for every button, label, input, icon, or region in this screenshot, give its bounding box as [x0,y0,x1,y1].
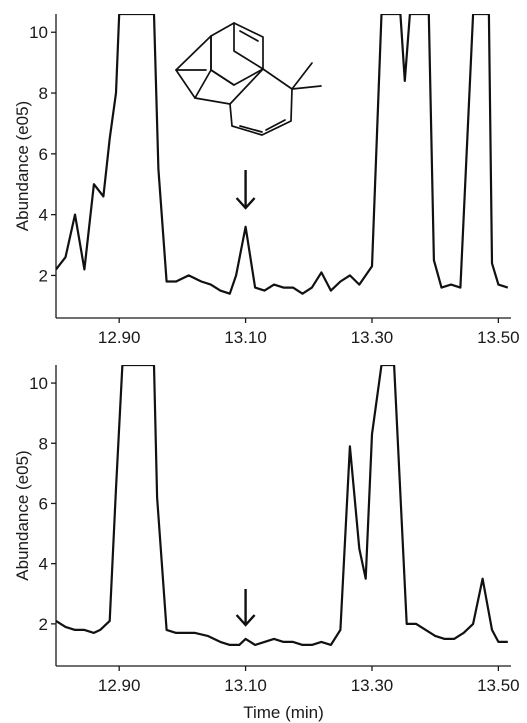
y-tick-label: 4 [39,206,48,225]
top-chart-panel: 2 4 6 8 10 12.90 13.10 13.30 13.50 Abundance (e05… [13,14,520,347]
molecule-bond [194,97,231,105]
x-tick-label: 13.30 [351,328,394,347]
x-tick-label: 13.10 [224,328,267,347]
molecule-double-bond [239,125,263,133]
y-axis-title: Abundance (e05) [13,101,32,231]
arrow-head [235,197,256,210]
molecule-bond [175,35,212,99]
x-tick-label: 12.90 [98,676,141,695]
x-tick-label: 13.10 [224,676,267,695]
y-axis-title: Abundance (e05) [13,450,32,580]
chemical-structure [175,22,322,136]
y-tick-label: 6 [39,145,48,164]
x-tick-label: 12.90 [98,328,141,347]
series-line [56,14,509,295]
series-line [56,365,508,647]
y-tick-label: 2 [39,615,48,634]
y-tick-label: 10 [29,23,48,42]
x-tick-label: 13.30 [351,676,394,695]
y-tick-label: 8 [39,434,48,453]
x-tick-label: 13.50 [477,676,520,695]
molecule-bond [210,69,235,86]
molecule-bond [233,22,264,70]
molecule-double-bond [265,119,286,131]
y-tick-label: 4 [39,555,48,574]
x-tick-label: 13.50 [477,328,520,347]
y-tick-label: 8 [39,84,48,103]
molecule-bond [291,85,322,90]
molecule-bond [291,62,313,90]
bottom-chart-panel: 2 4 6 8 10 12.90 13.10 13.30 13.50 Abundance (e05… [13,365,520,722]
y-tick-label: 2 [39,266,48,285]
x-axis-title: Time (min) [243,703,324,722]
molecule-bond [229,68,264,105]
arrow-head [235,614,256,627]
molecule-bond [194,69,212,99]
molecule-bond [229,68,293,136]
molecule-double-bond [239,30,259,42]
y-tick-label: 6 [39,494,48,513]
y-tick-label: 10 [29,374,48,393]
